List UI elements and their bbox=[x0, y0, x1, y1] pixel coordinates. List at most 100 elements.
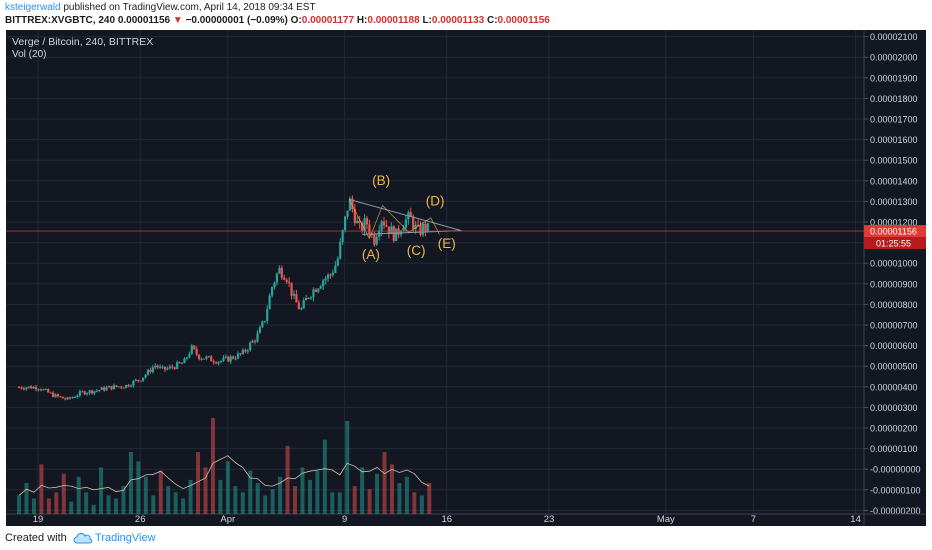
price-chart[interactable]: 0.00002100 0.00002000 0.00001900 0.00001800… bbox=[6, 30, 926, 526]
volume-bar bbox=[404, 476, 409, 514]
candle-body bbox=[382, 221, 386, 226]
wave-label-b: (B) bbox=[372, 173, 390, 188]
candle-body bbox=[404, 219, 408, 228]
candle-body bbox=[314, 289, 317, 292]
volume-bar bbox=[121, 486, 126, 514]
candle-body bbox=[270, 287, 274, 296]
price-tag-label: 0.00001156 bbox=[870, 227, 917, 237]
y-tick-label: 0.00001400 bbox=[870, 176, 918, 186]
wave-label-c: (C) bbox=[407, 243, 426, 258]
y-tick-label: 0.00000200 bbox=[870, 424, 918, 434]
candle-body bbox=[375, 236, 378, 245]
candle-body bbox=[246, 350, 249, 352]
price-tag-bg bbox=[864, 225, 926, 238]
volume-bar bbox=[181, 498, 186, 514]
volume-bar bbox=[61, 473, 66, 514]
candle-body bbox=[159, 366, 162, 368]
volume-bar bbox=[389, 464, 394, 514]
candle-body bbox=[373, 234, 376, 245]
candle-body bbox=[412, 216, 415, 230]
candle-body bbox=[76, 395, 79, 397]
volume-bar bbox=[352, 486, 357, 514]
x-tick-label: May bbox=[657, 514, 675, 525]
created-with-text: Created with bbox=[5, 532, 67, 544]
candle-body bbox=[32, 386, 35, 389]
candle-body bbox=[64, 398, 67, 400]
candle-body bbox=[236, 353, 240, 359]
candle-body bbox=[134, 379, 137, 381]
volume-bar bbox=[203, 467, 208, 514]
volume-bar bbox=[113, 498, 118, 514]
volume-indicator-label[interactable]: Vol (20) bbox=[12, 49, 47, 60]
candle-body bbox=[180, 363, 184, 365]
candle-body bbox=[51, 392, 55, 398]
candle-body bbox=[278, 267, 281, 274]
candle-body bbox=[358, 220, 361, 223]
volume-bar bbox=[419, 495, 424, 514]
x-tick-label: 9 bbox=[342, 514, 347, 525]
volume-bar bbox=[46, 498, 51, 514]
candle-body bbox=[368, 224, 371, 235]
candle-body bbox=[110, 386, 113, 390]
volume-bar bbox=[99, 467, 104, 514]
candle-body bbox=[137, 379, 140, 381]
x-tick-label: 23 bbox=[544, 514, 555, 525]
candle-body bbox=[93, 391, 96, 394]
volume-bar bbox=[24, 483, 29, 514]
candle-body bbox=[215, 362, 218, 364]
candle-body bbox=[424, 223, 427, 231]
low-value: 0.00001133 bbox=[431, 15, 485, 26]
candle-body bbox=[426, 223, 429, 231]
open-value: 0.00001177 bbox=[301, 15, 355, 26]
candle-body bbox=[127, 384, 130, 387]
candle-body bbox=[37, 389, 40, 391]
candle-body bbox=[258, 327, 262, 334]
candle-body bbox=[49, 392, 52, 394]
candle-body bbox=[280, 267, 283, 278]
candle-body bbox=[241, 350, 244, 354]
candle-body bbox=[168, 366, 171, 369]
candle-body bbox=[146, 369, 150, 375]
y-tick-label: 0.00001300 bbox=[870, 197, 918, 207]
chart-area[interactable]: 0.00002100 0.00002000 0.00001900 0.00001800… bbox=[6, 30, 926, 526]
candle-body bbox=[69, 397, 72, 399]
candle-body bbox=[363, 218, 366, 231]
candle-body bbox=[185, 357, 189, 359]
wave-label-d: (D) bbox=[426, 194, 445, 209]
candle-body bbox=[81, 391, 84, 393]
candle-body bbox=[139, 380, 142, 382]
author-link[interactable]: ksteigerwald bbox=[5, 2, 61, 13]
candle-body bbox=[283, 277, 286, 280]
candle-body bbox=[142, 377, 145, 381]
candle-body bbox=[183, 358, 186, 364]
volume-bar bbox=[360, 467, 365, 514]
candle-body bbox=[409, 212, 412, 217]
y-tick-label: 0.00002000 bbox=[870, 53, 918, 63]
tradingview-logo-icon bbox=[73, 533, 93, 544]
open-label: O: bbox=[290, 15, 302, 26]
chart-background bbox=[6, 30, 926, 526]
candle-body bbox=[268, 295, 271, 310]
tradingview-brand-link[interactable]: TradingView bbox=[95, 532, 156, 544]
volume-bar bbox=[375, 473, 380, 514]
volume-bar bbox=[128, 452, 133, 514]
candle-body bbox=[22, 388, 25, 390]
candle-body bbox=[353, 209, 356, 224]
candle-body bbox=[42, 389, 45, 391]
candle-body bbox=[88, 390, 91, 394]
volume-bar bbox=[315, 470, 320, 514]
candle-body bbox=[263, 320, 266, 322]
candle-body bbox=[419, 225, 422, 235]
y-tick-label: 0.00000900 bbox=[870, 279, 918, 289]
volume-bar bbox=[248, 470, 253, 514]
x-tick-label: 14 bbox=[850, 514, 861, 525]
candle-body bbox=[361, 222, 364, 231]
volume-bar bbox=[84, 492, 89, 514]
publication-line: ksteigerwald published on TradingView.co… bbox=[5, 2, 316, 13]
candle-body bbox=[256, 333, 259, 342]
candle-body bbox=[229, 356, 232, 362]
y-tick-label: 0.00000500 bbox=[870, 362, 918, 372]
candle-body bbox=[395, 228, 398, 242]
y-tick-label: -0.00000000 bbox=[870, 465, 921, 475]
candle-body bbox=[202, 358, 206, 360]
